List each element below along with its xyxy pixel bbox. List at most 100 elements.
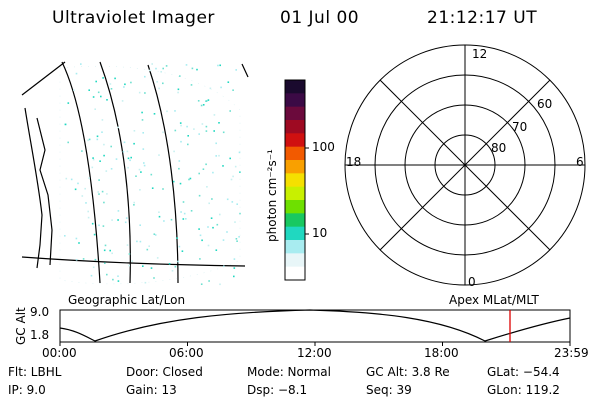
uv-speckle — [188, 178, 190, 181]
uv-speckle — [141, 111, 143, 114]
uv-speckle — [112, 278, 114, 281]
uv-speckle — [106, 273, 108, 276]
uv-speckle — [81, 195, 84, 197]
uv-speckle — [127, 166, 129, 169]
uv-speckle — [96, 135, 99, 138]
uv-speckle — [97, 91, 100, 94]
uv-speckle — [215, 155, 217, 157]
uv-speckle — [213, 130, 215, 132]
uv-speckle — [70, 178, 73, 181]
mlt-label-0: 0 — [468, 275, 476, 289]
uv-speckle — [232, 175, 234, 178]
uv-speckle — [75, 72, 78, 75]
uv-speckle — [117, 275, 119, 277]
uv-speckle — [130, 81, 132, 84]
coastline-detail — [36, 117, 53, 266]
uv-speckle — [170, 218, 173, 221]
uv-speckle — [209, 87, 212, 90]
coastline-west — [24, 107, 43, 269]
uv-speckle — [99, 160, 101, 162]
uv-speckle — [162, 131, 164, 134]
altitude-plot — [59, 309, 571, 346]
longitude-line-1 — [61, 61, 101, 284]
seq-info: Seq: 39 — [366, 383, 412, 397]
uv-speckle — [234, 165, 237, 168]
uv-speckle — [174, 110, 176, 112]
uv-speckle — [80, 63, 82, 65]
altitude-ytick-9: 9.0 — [30, 305, 50, 319]
uv-speckle — [109, 83, 112, 85]
uv-speckle — [158, 87, 160, 90]
uv-speckle — [178, 160, 181, 162]
uv-speckle — [111, 219, 113, 221]
door-info: Door: Closed — [126, 365, 203, 379]
mlat-label-70: 70 — [512, 120, 528, 134]
uv-speckle — [165, 65, 168, 67]
uv-speckle — [233, 275, 235, 278]
colorbar-band — [285, 106, 305, 121]
uv-speckle — [178, 245, 181, 248]
uv-speckle — [198, 228, 200, 230]
uv-speckle — [219, 283, 221, 286]
uv-speckle — [128, 264, 130, 267]
colorbar-band — [285, 93, 305, 108]
uv-speckle — [202, 104, 205, 106]
image-footprint — [59, 66, 241, 285]
geographic-caption: Geographic Lat/Lon — [68, 293, 186, 307]
uv-speckle — [174, 265, 177, 268]
uv-speckle — [139, 224, 141, 226]
uv-speckle — [64, 123, 67, 126]
altitude-xtick-2: 12:00 — [297, 346, 332, 360]
uv-speckle — [212, 226, 214, 229]
uv-speckle-field — [64, 63, 241, 286]
uv-speckle — [75, 259, 78, 261]
uv-speckle — [155, 67, 157, 70]
longitude-line-3 — [147, 64, 179, 284]
uv-speckle — [232, 89, 234, 91]
uv-speckle — [205, 100, 207, 102]
uv-speckle — [140, 171, 142, 173]
uv-speckle — [207, 244, 210, 247]
uv-speckle — [162, 67, 164, 70]
polar-diagonal-2 — [379, 79, 551, 251]
uv-speckle — [92, 266, 95, 269]
uv-speckle — [115, 158, 118, 160]
uv-speckle — [235, 238, 238, 240]
uv-speckle — [185, 64, 188, 66]
uv-speckle — [123, 86, 125, 88]
uv-speckle — [102, 77, 104, 79]
uv-speckle — [85, 202, 87, 204]
uv-speckle — [148, 245, 150, 247]
colorbar-band — [285, 226, 305, 241]
uv-speckle — [75, 237, 78, 240]
uv-speckle — [205, 163, 207, 166]
uv-speckle — [110, 145, 112, 148]
uv-speckle — [138, 91, 141, 94]
uv-speckle — [210, 217, 213, 219]
uv-speckle — [124, 83, 126, 86]
uv-speckle — [205, 130, 208, 132]
uv-speckle — [87, 139, 89, 142]
uv-speckle — [109, 249, 111, 252]
uv-speckle — [139, 189, 141, 191]
uv-speckle — [104, 262, 106, 264]
uv-speckle — [139, 240, 142, 243]
uv-speckle — [129, 159, 131, 162]
uv-speckle — [144, 75, 146, 78]
uv-speckle — [125, 217, 128, 219]
uv-speckle — [234, 221, 236, 223]
uv-speckle — [110, 168, 113, 170]
uv-speckle — [187, 143, 189, 146]
uv-speckle — [127, 157, 130, 160]
uv-speckle — [201, 239, 203, 242]
uv-speckle — [133, 142, 135, 145]
uv-speckle — [82, 258, 85, 260]
uv-speckle — [111, 252, 113, 255]
colorbar-band — [285, 186, 305, 201]
uv-speckle — [182, 201, 185, 203]
mlat-label-80: 80 — [491, 141, 507, 155]
mlt-label-12: 12 — [472, 47, 488, 61]
uv-speckle — [153, 277, 155, 279]
uv-speckle — [64, 235, 66, 237]
